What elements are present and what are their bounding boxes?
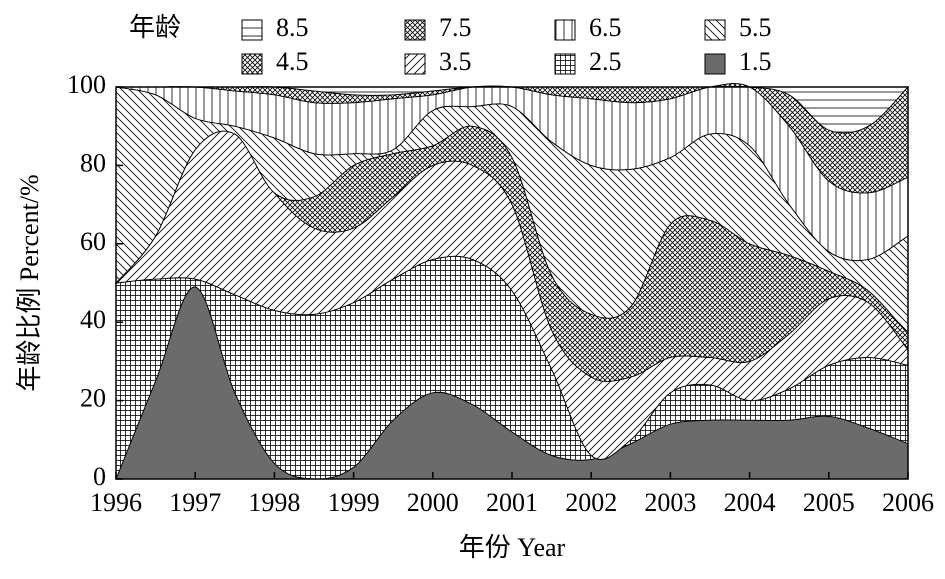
legend-swatch xyxy=(241,19,263,41)
y-tick-label: 60 xyxy=(80,227,106,256)
legend-swatch xyxy=(704,19,726,41)
y-tick-label: 100 xyxy=(67,70,106,99)
legend-label: 4.5 xyxy=(276,47,309,76)
y-tick-label: 20 xyxy=(80,384,106,413)
x-tick-label: 2006 xyxy=(882,488,934,517)
legend-title: 年龄 xyxy=(129,13,181,42)
legend-swatch xyxy=(704,53,726,75)
legend-swatch xyxy=(241,53,263,75)
y-axis-label: 年龄比例 Percent/% xyxy=(15,174,44,391)
x-tick-label: 2000 xyxy=(407,488,459,517)
x-axis-label: 年份 Year xyxy=(459,533,566,562)
x-tick-label: 2002 xyxy=(565,488,617,517)
legend-label: 7.5 xyxy=(439,13,472,42)
legend-label: 8.5 xyxy=(276,13,309,42)
y-tick-label: 40 xyxy=(80,305,106,334)
x-tick-label: 1998 xyxy=(248,488,300,517)
legend-label: 2.5 xyxy=(589,47,622,76)
legend-label: 1.5 xyxy=(739,47,772,76)
x-tick-label: 2004 xyxy=(724,488,776,517)
legend-swatch xyxy=(404,19,426,41)
legend-swatch xyxy=(554,19,576,41)
x-tick-label: 2003 xyxy=(644,488,696,517)
legend-label: 5.5 xyxy=(739,13,772,42)
x-tick-label: 1996 xyxy=(90,488,142,517)
legend-label: 3.5 xyxy=(439,47,472,76)
x-tick-label: 2001 xyxy=(486,488,538,517)
y-tick-label: 0 xyxy=(93,462,106,491)
x-tick-label: 1997 xyxy=(169,488,221,517)
legend-swatch xyxy=(554,53,576,75)
y-tick-label: 80 xyxy=(80,148,106,177)
x-tick-label: 1999 xyxy=(328,488,380,517)
legend-label: 6.5 xyxy=(589,13,622,42)
legend-swatch xyxy=(404,53,426,75)
x-tick-label: 2005 xyxy=(803,488,855,517)
